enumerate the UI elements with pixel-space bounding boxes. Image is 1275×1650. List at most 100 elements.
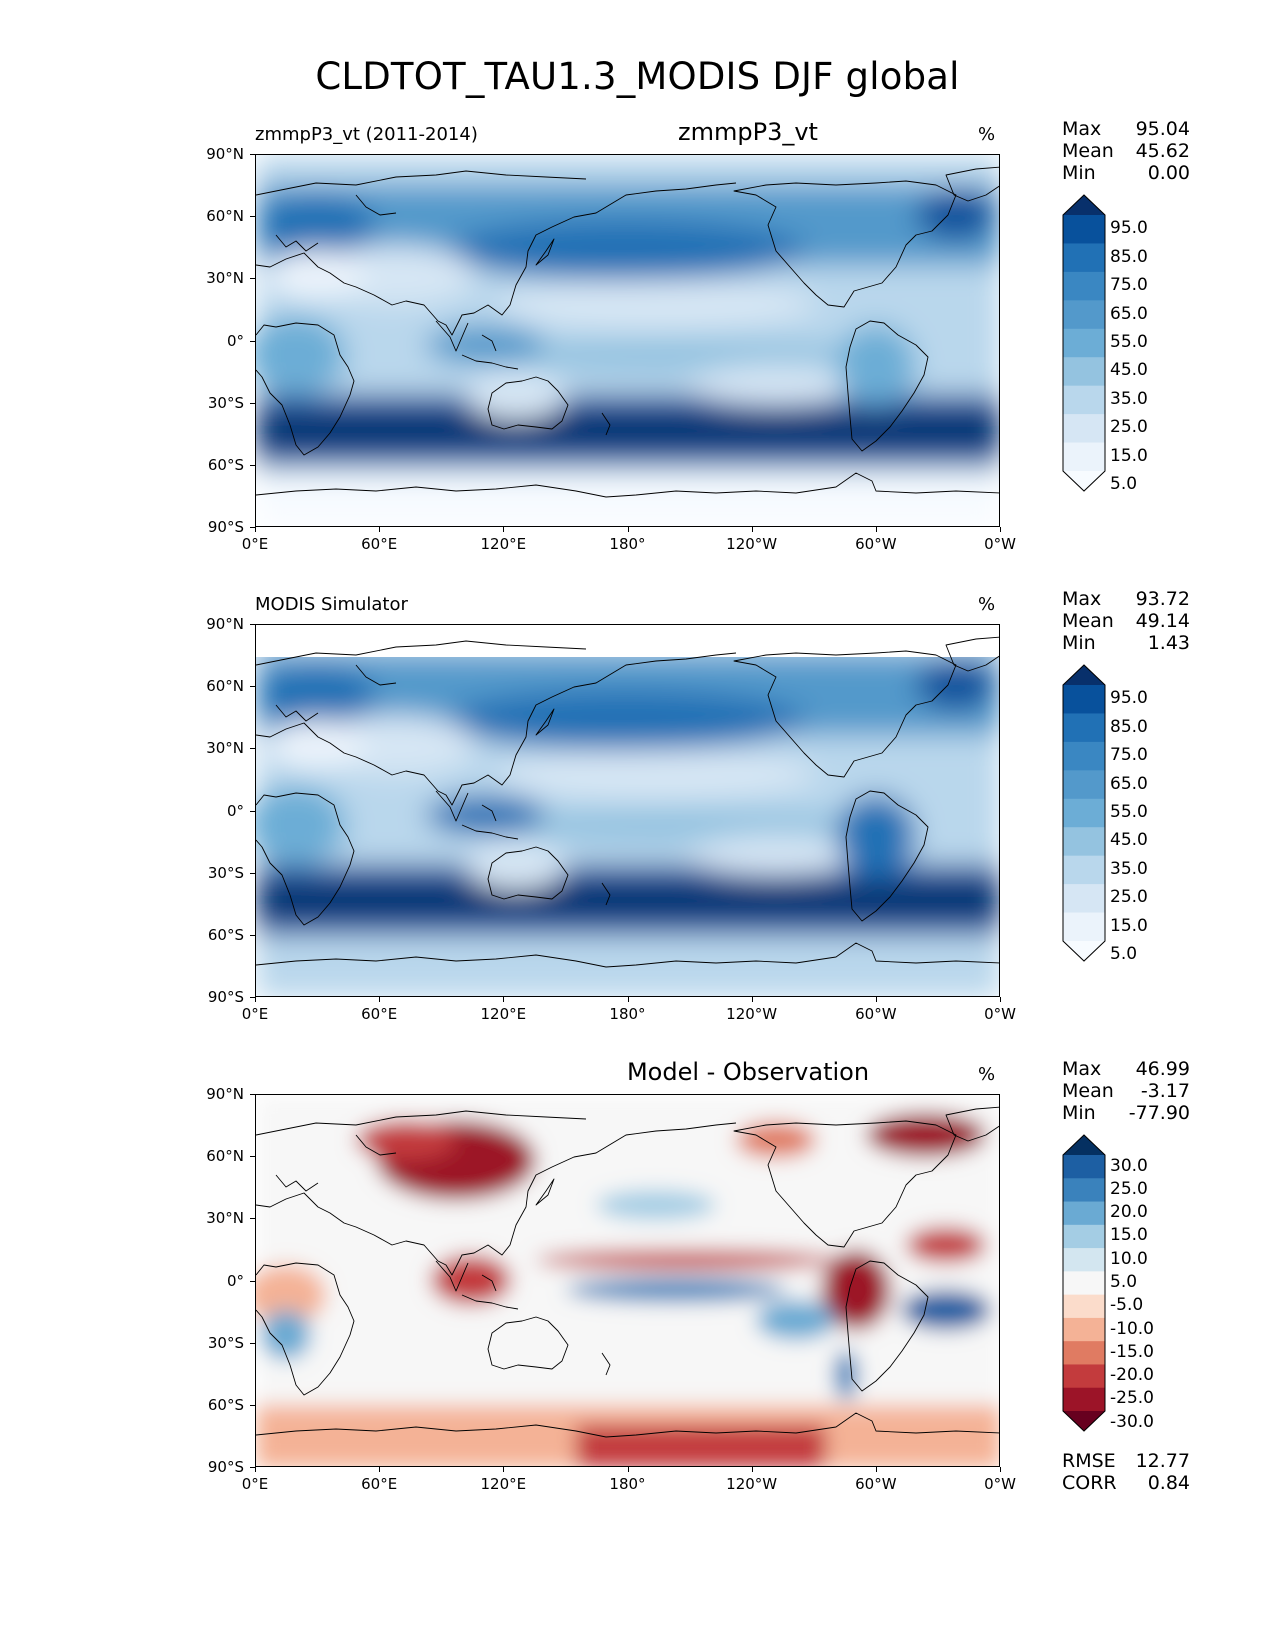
x-tick-mark — [751, 527, 753, 532]
y-tick-label: 30°S — [207, 393, 244, 412]
panel-reference: MODIS Simulator % Max 93.72 Mean 49.14 Min… — [0, 588, 1275, 1048]
stat-label: Min — [1062, 1102, 1096, 1124]
map-test — [255, 154, 1000, 527]
y-tick-mark — [250, 1280, 255, 1282]
stat-value: 0.84 — [1147, 1472, 1190, 1494]
panel-units: % — [978, 594, 996, 615]
stat-label: Max — [1062, 588, 1102, 610]
colorbar-label: -5.0 — [1110, 1295, 1144, 1316]
x-tick-mark — [627, 997, 629, 1002]
colorbar-label: 75.0 — [1110, 275, 1148, 296]
colorbar-label: -15.0 — [1110, 1341, 1154, 1362]
colorbar-label: -25.0 — [1110, 1388, 1154, 1409]
x-tick-label: 60°E — [361, 1005, 398, 1023]
x-tick-label: 120°W — [726, 1005, 778, 1023]
x-tick-mark — [255, 997, 256, 1002]
colorbar-outline — [1062, 1134, 1106, 1432]
y-tick-label: 90°N — [206, 615, 244, 633]
y-tick-label: 60°N — [206, 207, 244, 226]
colorbar-bin — [1063, 1294, 1105, 1319]
colorbar-bin — [1063, 1201, 1105, 1226]
stat-value: -77.90 — [1128, 1102, 1190, 1124]
colorbar-label: 45.0 — [1110, 360, 1148, 381]
panel-left-title: MODIS Simulator — [255, 594, 408, 615]
y-tick-label: 90°N — [206, 145, 244, 163]
y-tick-label: 90°S — [207, 1458, 244, 1476]
colorbar-bin — [1063, 685, 1105, 714]
colorbar-label: 85.0 — [1110, 246, 1148, 267]
colorbar-label: 95.0 — [1110, 688, 1148, 709]
x-tick-label: 0°W — [984, 535, 1016, 553]
colorbar-label: 65.0 — [1110, 303, 1148, 324]
x-tick-label: 0°E — [241, 1005, 269, 1023]
y-tick-label: 0° — [226, 801, 244, 820]
x-tick-label: 60°E — [361, 1475, 398, 1493]
x-tick-mark — [503, 527, 505, 532]
panel-test: zmmpP3_vt (2011-2014) zmmpP3_vt % Max 95.… — [0, 118, 1275, 578]
colorbar-label: 10.0 — [1110, 1248, 1148, 1269]
y-tick-mark — [250, 216, 255, 218]
colorbar-label: 45.0 — [1110, 830, 1148, 851]
x-tick-mark — [627, 1467, 629, 1472]
y-tick-mark — [250, 624, 255, 625]
y-tick-label: 90°S — [207, 518, 244, 536]
stat-value: 12.77 — [1135, 1450, 1190, 1472]
y-tick-label: 0° — [226, 1271, 244, 1290]
x-tick-label: 60°W — [855, 535, 897, 553]
colorbar-label: 25.0 — [1110, 417, 1148, 438]
colorbar-label: -20.0 — [1110, 1365, 1154, 1386]
colorbar-extend-top — [1063, 1135, 1105, 1155]
colorbar-bin — [1063, 442, 1105, 472]
y-tick-mark — [250, 872, 255, 874]
y-tick-mark — [250, 810, 255, 812]
y-tick-mark — [250, 1156, 255, 1158]
colorbar-bin — [1063, 1364, 1105, 1389]
map-difference — [255, 1094, 1000, 1467]
x-tick-mark — [379, 527, 381, 532]
x-tick-label: 0°E — [241, 1475, 269, 1493]
y-tick-label: 90°S — [207, 988, 244, 1006]
x-tick-mark — [379, 1467, 381, 1472]
colorbar-svg — [1062, 1134, 1106, 1432]
colorbar-label: 25.0 — [1110, 1178, 1148, 1199]
colorbar-bin — [1063, 215, 1105, 244]
x-tick-mark — [379, 997, 381, 1002]
panel-center-title: zmmpP3_vt — [678, 118, 818, 146]
y-tick-mark — [250, 527, 255, 528]
y-tick-mark — [250, 748, 255, 750]
colorbar-label: 15.0 — [1110, 915, 1148, 936]
y-tick-mark — [250, 686, 255, 688]
x-tick-label: 60°E — [361, 535, 398, 553]
x-tick-label: 60°W — [855, 1005, 897, 1023]
y-tick-label: 30°N — [206, 1209, 244, 1228]
colorbar-bin — [1063, 357, 1105, 387]
stat-label: Min — [1062, 632, 1096, 654]
y-tick-label: 90°N — [206, 1085, 244, 1103]
y-tick-mark — [250, 402, 255, 404]
colorbar-outline — [1062, 664, 1106, 962]
colorbar-bin — [1063, 1271, 1105, 1296]
colorbar: 30.0 25.0 20.0 15.0 10.0 5.0 -5.0 -10.0 -15.0 -20… — [1062, 1134, 1154, 1436]
colorbar-label: 55.0 — [1110, 802, 1148, 822]
colorbar-extend-bottom — [1063, 1411, 1105, 1431]
y-tick-mark — [250, 1342, 255, 1344]
colorbar-label: 5.0 — [1110, 944, 1138, 965]
x-tick-mark — [751, 997, 753, 1002]
colorbar-bin — [1063, 741, 1105, 771]
y-tick-mark — [250, 934, 255, 936]
colorbar-bin — [1063, 385, 1105, 415]
x-tick-mark — [627, 527, 629, 532]
y-tick-label: 60°N — [206, 1147, 244, 1166]
x-tick-label: 60°W — [855, 1475, 897, 1493]
colorbar-svg — [1062, 664, 1106, 962]
colorbar-extend-top — [1063, 195, 1105, 215]
colorbar-bin — [1063, 243, 1105, 273]
x-tick-label: 120°E — [480, 1005, 527, 1023]
y-tick-mark — [250, 278, 255, 280]
colorbar-label: -30.0 — [1110, 1411, 1154, 1432]
y-tick-label: 0° — [226, 331, 244, 350]
colorbar: 95.0 85.0 75.0 65.0 55.0 45.0 35.0 25.0 15.0 5.0 — [1062, 194, 1148, 496]
x-tick-label: 120°W — [726, 535, 778, 553]
colorbar-label: 35.0 — [1110, 858, 1148, 879]
colorbar-svg — [1062, 194, 1106, 492]
